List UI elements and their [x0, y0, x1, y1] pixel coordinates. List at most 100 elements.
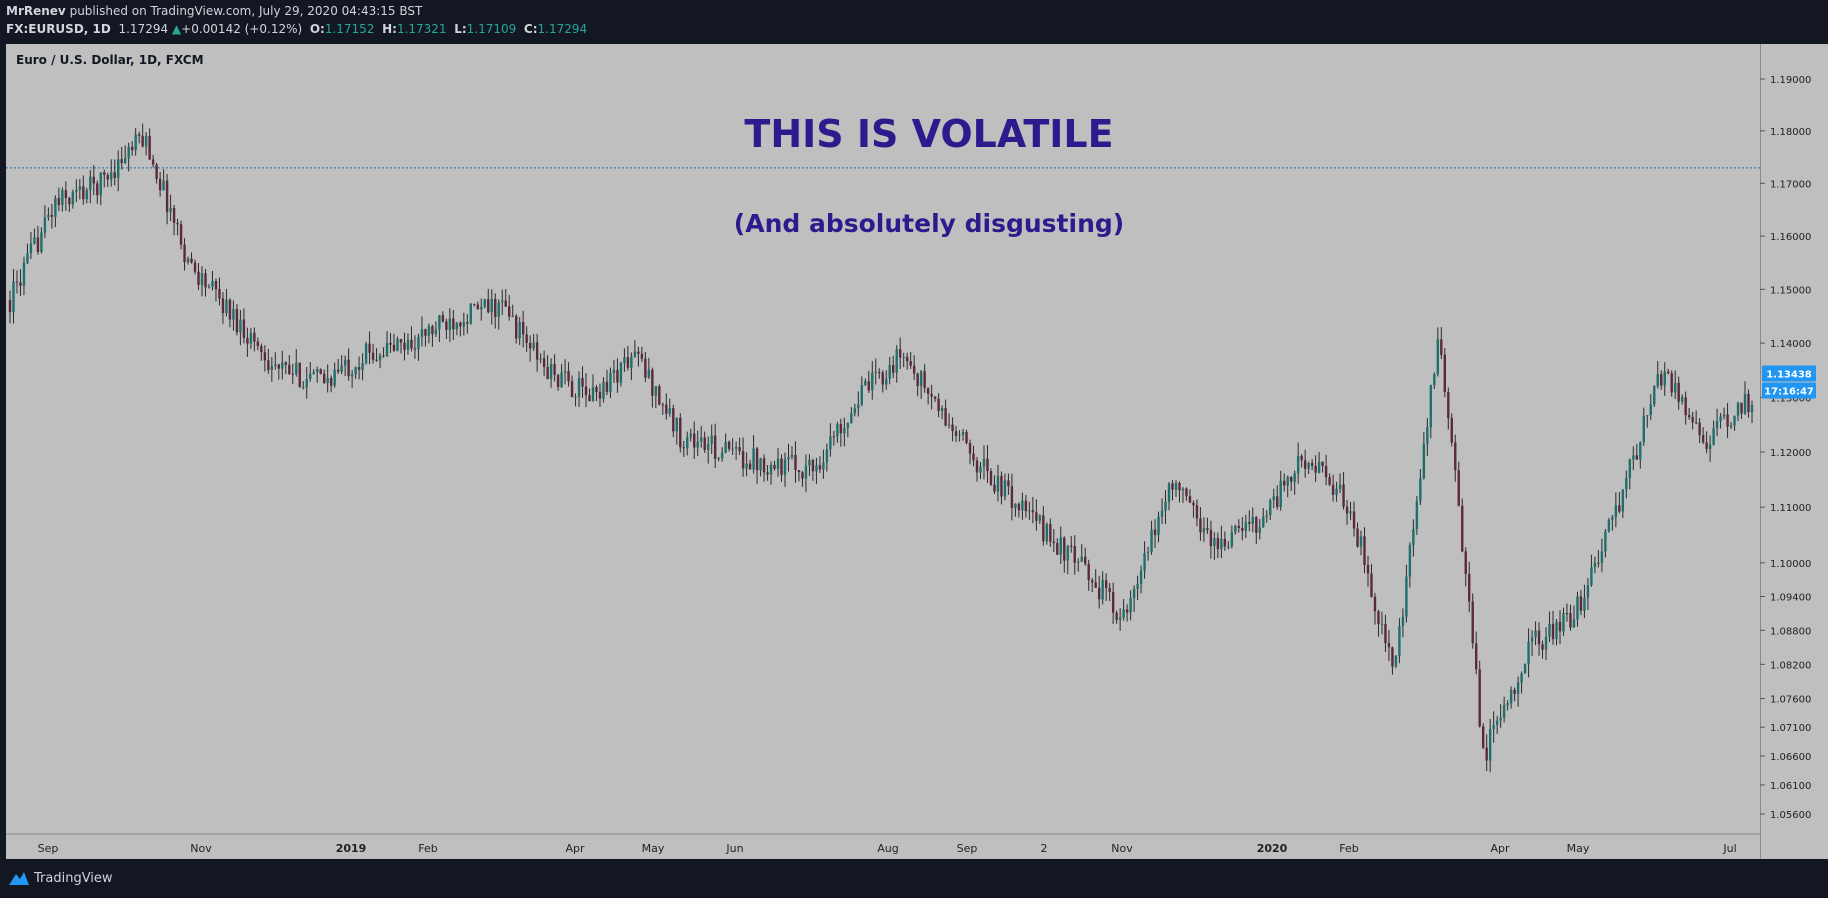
candle	[724, 433, 727, 454]
candle	[853, 403, 857, 417]
y-tick-label: 1.08200	[1770, 660, 1811, 671]
candle	[1108, 582, 1111, 601]
y-tick-label: 1.10000	[1770, 559, 1811, 570]
author-name[interactable]: MrRenev	[6, 4, 66, 18]
price-label[interactable]: 1.13438	[1762, 365, 1816, 382]
candle	[713, 423, 717, 468]
tradingview-logo-icon[interactable]	[8, 870, 30, 886]
footer-brand[interactable]: TradingView	[34, 871, 113, 886]
candle	[144, 132, 148, 156]
candle	[54, 195, 57, 228]
chart-canvas[interactable]	[6, 44, 1760, 859]
candle	[1618, 492, 1621, 514]
candle	[1283, 473, 1286, 492]
open-value: 1.17152	[324, 22, 375, 36]
candle	[61, 187, 64, 212]
candle	[776, 448, 780, 477]
candle	[281, 350, 284, 380]
y-tick-label: 1.14000	[1770, 339, 1811, 350]
candle	[406, 333, 410, 355]
candle	[302, 380, 305, 390]
candle	[235, 303, 239, 336]
candle	[1673, 370, 1677, 399]
candle	[1527, 628, 1530, 678]
candle	[361, 353, 364, 381]
symbol-label[interactable]: FX:EURUSD, 1D	[6, 22, 111, 36]
candle	[497, 299, 500, 330]
candle	[633, 340, 637, 358]
annotation-title: THIS IS VOLATILE	[744, 112, 1113, 156]
candle	[1426, 417, 1429, 456]
candle	[1317, 451, 1321, 474]
candle	[1544, 627, 1548, 661]
high-label: H:	[382, 22, 397, 36]
candle	[1398, 618, 1401, 664]
candle	[190, 252, 193, 264]
candle	[1401, 608, 1405, 638]
candle	[1660, 370, 1663, 390]
candle	[473, 303, 476, 307]
y-tick: 1.15000	[1760, 285, 1811, 296]
candle	[1384, 614, 1387, 653]
candle	[1129, 590, 1132, 621]
candle	[902, 352, 905, 368]
candle	[183, 238, 186, 271]
candle	[1530, 630, 1534, 656]
candle	[1475, 631, 1478, 675]
candle	[204, 268, 207, 297]
candle	[1066, 544, 1069, 575]
candle	[815, 457, 818, 484]
candle	[1125, 604, 1129, 622]
price-axis[interactable]	[1760, 44, 1828, 859]
candle	[1597, 550, 1600, 568]
candle	[354, 366, 357, 379]
candle	[1750, 400, 1754, 424]
y-tick: 1.10000	[1760, 559, 1811, 570]
price-label-text: 1.13438	[1766, 369, 1812, 380]
candle	[452, 310, 455, 340]
candle	[741, 437, 745, 477]
candle	[1600, 538, 1604, 573]
candle	[322, 369, 326, 384]
candle	[441, 311, 445, 323]
candle	[1122, 599, 1125, 621]
candle	[654, 385, 658, 409]
candle	[661, 402, 665, 415]
candle	[1241, 517, 1244, 541]
candle	[253, 327, 256, 352]
candle	[462, 312, 466, 336]
candle	[1192, 500, 1195, 518]
candle	[124, 145, 127, 165]
candle	[403, 332, 406, 361]
candle	[968, 439, 972, 465]
candle	[1499, 704, 1502, 728]
candle	[1701, 427, 1705, 445]
candle	[892, 355, 895, 379]
candle	[501, 289, 504, 316]
candle	[626, 345, 630, 371]
candle	[1118, 608, 1122, 631]
candle	[1586, 578, 1590, 611]
candle	[1639, 441, 1642, 469]
candle	[78, 178, 82, 200]
candle	[811, 458, 815, 481]
candle	[71, 189, 75, 209]
candle	[158, 171, 162, 197]
candle	[1509, 686, 1513, 709]
candle	[801, 470, 804, 487]
candle	[553, 354, 556, 382]
y-tick: 1.16000	[1760, 232, 1811, 243]
candle	[734, 441, 738, 460]
candle	[961, 428, 965, 441]
candle	[343, 355, 347, 377]
candle	[239, 309, 242, 346]
ohlc-line: FX:EURUSD, 1D 1.17294 ▲+0.00142 (+0.12%)…	[6, 22, 587, 36]
y-tick-label: 1.06100	[1770, 781, 1811, 792]
x-tick-label: Apr	[565, 842, 585, 855]
candle	[455, 322, 459, 336]
candle	[1691, 411, 1694, 430]
candle	[1070, 535, 1073, 553]
x-tick-label: Nov	[1111, 842, 1133, 855]
candle	[1471, 593, 1474, 649]
